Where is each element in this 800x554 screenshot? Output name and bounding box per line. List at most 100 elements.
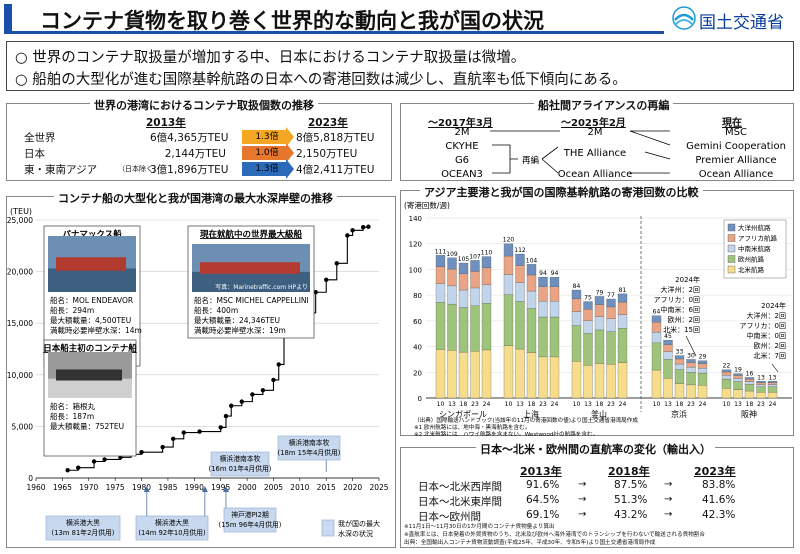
alliance-current: Premier Alliance	[695, 155, 776, 166]
call-bar	[606, 298, 616, 308]
call-bar	[651, 332, 662, 344]
bar-total: 109	[446, 251, 458, 258]
direct-year: 2023年	[694, 465, 736, 478]
depth-label: (16m 01年4月供用)	[209, 464, 272, 473]
legend-label: 我が国の最大	[338, 519, 380, 528]
call-bar	[767, 381, 778, 383]
call-bar	[606, 331, 616, 365]
rate-2023: 41.6%	[702, 494, 736, 506]
call-bar	[686, 372, 696, 386]
call-bar	[674, 358, 685, 365]
growth-arrow: 1.0倍	[242, 143, 294, 163]
call-bar	[447, 303, 457, 351]
x-tick: 2020	[343, 483, 362, 492]
depth-arrowhead	[201, 486, 208, 492]
bar-total: 13	[769, 374, 777, 381]
depth-label: 横浜港南本牧	[220, 454, 261, 463]
region-name: 東・東南アジア	[24, 164, 98, 176]
year-tick: 13	[734, 401, 742, 408]
call-bar	[686, 359, 696, 363]
y-tick: 10,000	[7, 371, 33, 380]
ship-card-title: パナマックス船	[62, 229, 122, 240]
call-bar	[744, 378, 755, 382]
merge-bracket	[492, 144, 518, 174]
alliance-arrow	[629, 130, 671, 146]
direct-year: 2013年	[520, 465, 562, 478]
call-bar	[663, 378, 673, 399]
call-bar	[447, 350, 457, 399]
capacity-point	[345, 233, 350, 238]
keihin-note: 2024年	[675, 275, 700, 284]
call-bar	[674, 383, 685, 399]
bar-total: 120	[503, 237, 515, 244]
call-bar	[458, 351, 469, 399]
alliance-old: G6	[455, 155, 469, 166]
call-bar	[447, 285, 457, 305]
bar-total: 104	[526, 257, 538, 264]
call-bar	[549, 286, 560, 302]
depth-label-box	[210, 451, 270, 477]
x-tick: 1965	[53, 483, 72, 492]
summary-line: ○ 船舶の大型化が進む国際基幹航路の日本への寄港回数は減少し、直航率も低下傾向に…	[15, 72, 627, 88]
capacity-point	[229, 403, 234, 408]
year-tick: 10	[723, 401, 731, 408]
call-bar	[503, 243, 514, 257]
call-bar	[651, 322, 662, 333]
photo-credit: 写真：Marinetraffic.com HPより	[215, 283, 308, 291]
y-tick: 15,000	[7, 319, 33, 328]
call-bar	[458, 273, 469, 291]
bar-total: 105	[458, 256, 470, 263]
capacity-point	[313, 290, 318, 295]
alliance-2025: THE Alliance	[563, 148, 626, 159]
legend-swatch	[727, 244, 736, 253]
x-tick: 1995	[211, 483, 230, 492]
call-bar	[733, 381, 743, 390]
year-tick: 23	[687, 401, 695, 408]
bar-total: 110	[481, 250, 493, 257]
bar-total: 22	[723, 363, 731, 370]
year-tick: 24	[551, 401, 559, 408]
value-2013: 2,144万TEU	[164, 148, 226, 160]
capacity-point	[239, 399, 244, 404]
capacity-point	[160, 444, 165, 450]
y-tick: 20	[413, 369, 422, 377]
note-pointer	[685, 335, 697, 357]
bar-total: 111	[435, 248, 447, 255]
arrow-glyph: →	[664, 494, 673, 505]
ships-title: コンテナ船の大型化と我が国港湾の最大水深岸壁の推移	[54, 190, 337, 206]
ship-spec: 満載時必要岸壁水深：14m	[50, 325, 142, 335]
ship-photo-sea	[192, 271, 310, 292]
calls-footnote: ※1 欧州航路には、地中海・黒海航路を含む。	[414, 423, 530, 431]
call-bar	[767, 386, 778, 393]
capacity-point	[65, 468, 70, 473]
depth-label: (14m 92年10月供用)	[138, 528, 206, 537]
depth-label-box	[223, 507, 277, 533]
alliance-2025: Ocean Alliance	[558, 169, 632, 180]
capacity-point	[223, 413, 229, 419]
call-bar	[651, 315, 662, 323]
call-bar	[571, 311, 582, 326]
call-bar	[458, 262, 469, 274]
capacity-point	[366, 224, 371, 229]
call-bar	[663, 351, 673, 360]
value-2023: 4億2,411万TEU	[296, 164, 375, 176]
bar-total: 94	[539, 270, 547, 277]
y-tick: 20,000	[7, 268, 33, 277]
depth-label: 横浜港大黒	[155, 518, 189, 527]
call-bar	[686, 384, 696, 399]
value-2023: 2,150万TEU	[296, 148, 358, 160]
call-bar	[697, 368, 708, 374]
alliance-diagram: 2M CKYHE G6 OCEAN3 2M THE Alliance Ocean Allia…	[441, 127, 786, 180]
call-bar	[435, 255, 446, 267]
capacity-point	[181, 430, 186, 435]
call-bar	[744, 384, 755, 392]
ship-spec: 船長：187m	[50, 411, 94, 421]
call-bar	[526, 308, 537, 353]
y-tick: 60	[413, 318, 422, 326]
call-bar	[721, 369, 732, 373]
y-tick: 40	[413, 344, 422, 352]
ship-photo-sea	[48, 378, 132, 398]
growth-ratio: 1.0倍	[255, 148, 279, 158]
arrow-glyph: →	[578, 509, 587, 520]
